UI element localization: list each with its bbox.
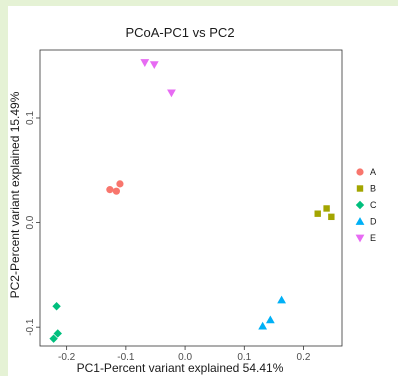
legend-key-c bbox=[355, 200, 365, 210]
legend-key-b bbox=[356, 185, 364, 192]
data-point-d bbox=[258, 321, 268, 330]
plot-panel bbox=[39, 49, 343, 347]
legend-label: C bbox=[370, 200, 377, 210]
pcoa-scatter-chart: PCoA-PC1 vs PC2 -0.2 -0.1 0.0 0.1 0.2 -0.1 0.… bbox=[8, 25, 377, 375]
legend-key-d bbox=[355, 217, 365, 225]
data-point-d bbox=[265, 315, 275, 324]
legend-key-a bbox=[356, 168, 364, 176]
data-point-e bbox=[167, 89, 176, 98]
legend-label: D bbox=[370, 217, 377, 227]
data-point-e bbox=[149, 61, 159, 70]
data-point-d bbox=[277, 295, 286, 304]
data-point-a bbox=[106, 186, 114, 194]
x-tick-label: -0.1 bbox=[117, 352, 135, 363]
legend-key-e bbox=[355, 234, 365, 243]
x-axis: -0.2 -0.1 0.0 0.1 0.2 bbox=[58, 346, 311, 363]
data-points bbox=[49, 59, 335, 343]
legend-label: B bbox=[370, 184, 376, 194]
chart-figure: PCoA-PC1 vs PC2 -0.2 -0.1 0.0 0.1 0.2 -0.1 0.… bbox=[8, 6, 398, 376]
data-point-c bbox=[53, 329, 62, 338]
x-tick-label: 0.2 bbox=[297, 352, 311, 363]
data-point-b bbox=[314, 210, 321, 217]
y-tick-label: 0.1 bbox=[25, 111, 36, 125]
legend-label: E bbox=[370, 233, 376, 243]
data-point-b bbox=[323, 205, 330, 212]
data-point-c bbox=[52, 302, 61, 311]
chart-title: PCoA-PC1 vs PC2 bbox=[125, 25, 234, 40]
legend-label: A bbox=[370, 167, 376, 177]
y-axis: -0.1 0.0 0.1 bbox=[25, 111, 40, 336]
x-tick-label: 0.0 bbox=[178, 352, 192, 363]
y-tick-label: -0.1 bbox=[25, 318, 36, 336]
x-axis-title: PC1-Percent variant explained 54.41% bbox=[77, 361, 284, 375]
data-point-e bbox=[140, 59, 150, 67]
data-point-a bbox=[116, 180, 124, 188]
y-axis-title: PC2-Percent variant explained 15.49% bbox=[8, 91, 22, 298]
data-point-c bbox=[49, 334, 58, 343]
y-tick-label: 0.0 bbox=[25, 215, 36, 229]
data-point-a bbox=[112, 187, 120, 195]
data-point-b bbox=[328, 213, 335, 221]
x-tick-label: 0.1 bbox=[237, 352, 251, 363]
x-tick-label: -0.2 bbox=[58, 352, 76, 363]
